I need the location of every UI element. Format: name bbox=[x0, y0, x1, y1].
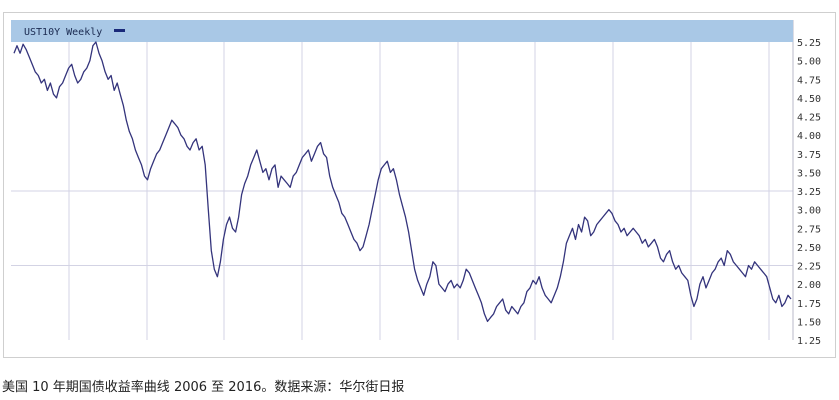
y-tick-label: 4.00 bbox=[797, 131, 821, 142]
line-layer bbox=[13, 41, 792, 323]
y-tick-label: 3.00 bbox=[797, 206, 821, 217]
y-tick-label: 4.25 bbox=[797, 113, 821, 124]
y-tick-label: 2.75 bbox=[797, 224, 821, 235]
y-tick-label: 3.25 bbox=[797, 187, 821, 198]
y-tick-label: 5.00 bbox=[797, 57, 821, 68]
y-tick-label: 2.00 bbox=[797, 280, 821, 291]
chart-svg: UST10Y Weekly 5.25 5.00 4.75 4.50 4.25 4.00 3.… bbox=[11, 20, 821, 347]
y-tick-label: 3.75 bbox=[797, 150, 821, 161]
y-tick-label: 4.75 bbox=[797, 75, 821, 86]
legend-bar bbox=[11, 20, 793, 42]
legend-swatch bbox=[114, 29, 125, 32]
y-tick-label: 3.50 bbox=[797, 168, 821, 179]
y-tick-label: 5.25 bbox=[797, 38, 821, 49]
y-tick-label: 1.25 bbox=[797, 336, 821, 347]
y-tick-label: 1.75 bbox=[797, 299, 821, 310]
chart-caption: 美国 10 年期国债收益率曲线 2006 至 2016。数据来源：华尔街日报 bbox=[2, 380, 405, 395]
series-line-ust10y bbox=[13, 41, 792, 323]
y-tick-label: 2.50 bbox=[797, 243, 821, 254]
y-tick-label: 4.50 bbox=[797, 94, 821, 105]
grid-layer bbox=[11, 20, 794, 340]
y-tick-label: 2.25 bbox=[797, 262, 821, 273]
chart-frame bbox=[3, 12, 836, 358]
legend-label: UST10Y Weekly bbox=[24, 27, 102, 38]
y-tick-labels: 5.25 5.00 4.75 4.50 4.25 4.00 3.75 3.50 3.25 3.00… bbox=[797, 38, 821, 347]
y-tick-label: 1.50 bbox=[797, 317, 821, 328]
